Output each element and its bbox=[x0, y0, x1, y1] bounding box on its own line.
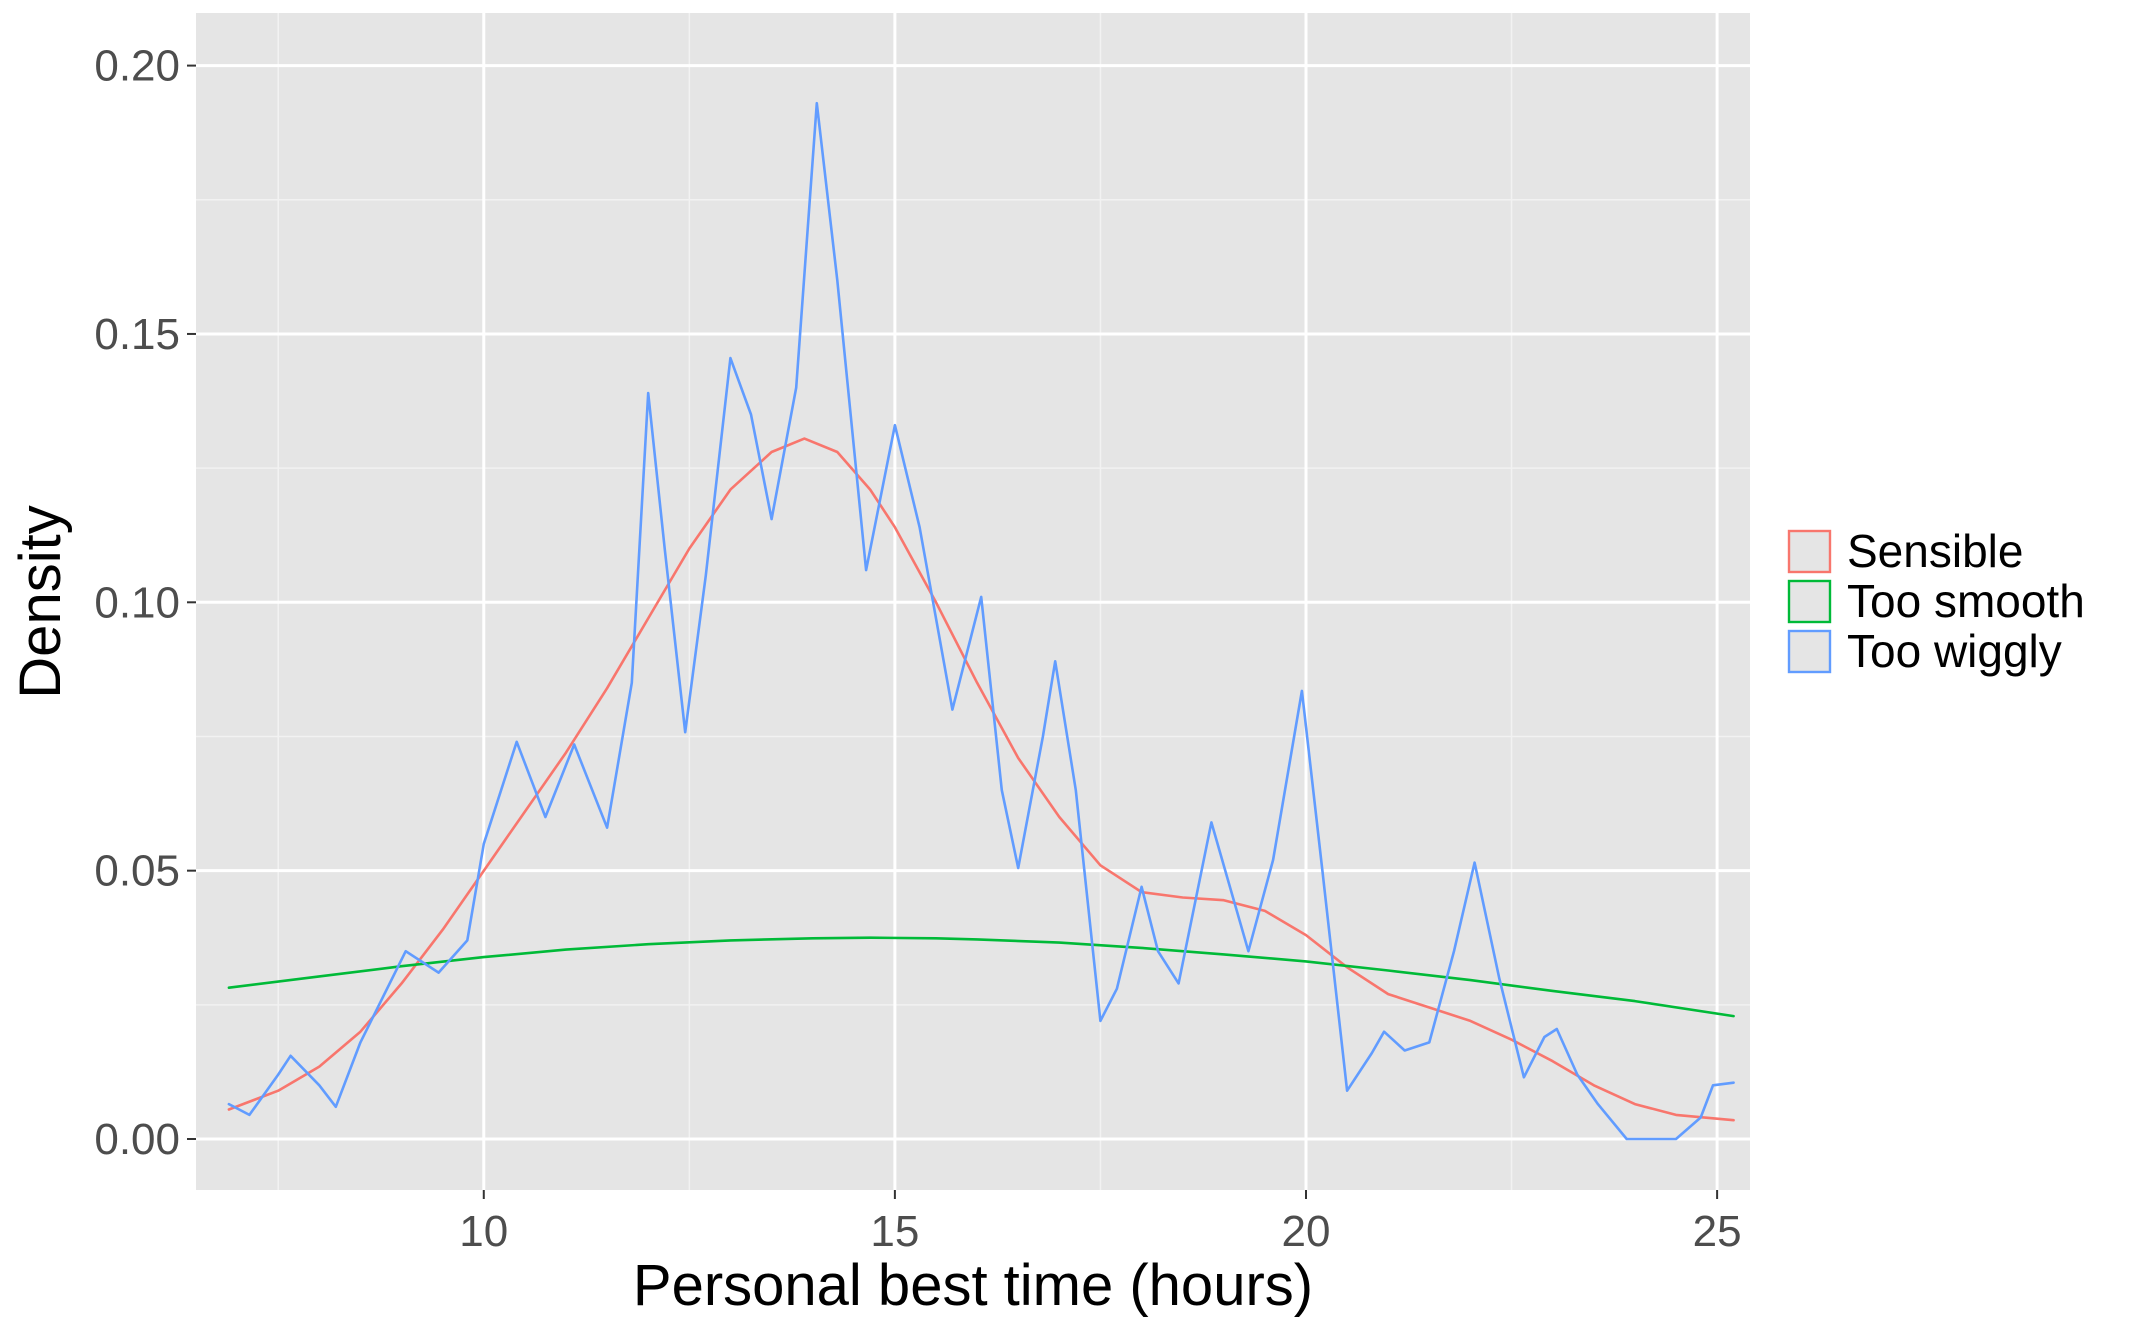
y-tick-label: 0.15 bbox=[94, 310, 180, 359]
x-axis-title: Personal best time (hours) bbox=[633, 1253, 1313, 1318]
legend-label-sensible: Sensible bbox=[1847, 525, 2023, 577]
series-layer bbox=[227, 101, 1735, 1141]
legend-key-too-smooth bbox=[1787, 579, 1832, 624]
y-axis-title: Density bbox=[8, 505, 73, 698]
legend-key-too-wiggly bbox=[1787, 629, 1832, 674]
legend-label-too-wiggly: Too wiggly bbox=[1847, 625, 2062, 677]
axes: 10 15 20 25 0.00 0.05 0.10 0.15 0.20 bbox=[94, 42, 1741, 1256]
legend-label-too-smooth: Too smooth bbox=[1847, 575, 2085, 627]
x-tick-label: 10 bbox=[459, 1207, 508, 1256]
x-tick-label: 25 bbox=[1693, 1207, 1742, 1256]
series-line-too-smooth bbox=[227, 936, 1735, 1018]
y-tick-label: 0.00 bbox=[94, 1115, 180, 1164]
y-tick-label: 0.20 bbox=[94, 42, 180, 91]
legend-key-sensible bbox=[1787, 529, 1832, 574]
major-grid bbox=[196, 13, 1750, 1190]
series-line-too-wiggly bbox=[227, 101, 1735, 1141]
x-tick-label: 20 bbox=[1282, 1207, 1331, 1256]
y-tick-label: 0.10 bbox=[94, 578, 180, 627]
y-tick-label: 0.05 bbox=[94, 847, 180, 896]
x-tick-label: 15 bbox=[870, 1207, 919, 1256]
series-line-sensible bbox=[227, 437, 1735, 1122]
